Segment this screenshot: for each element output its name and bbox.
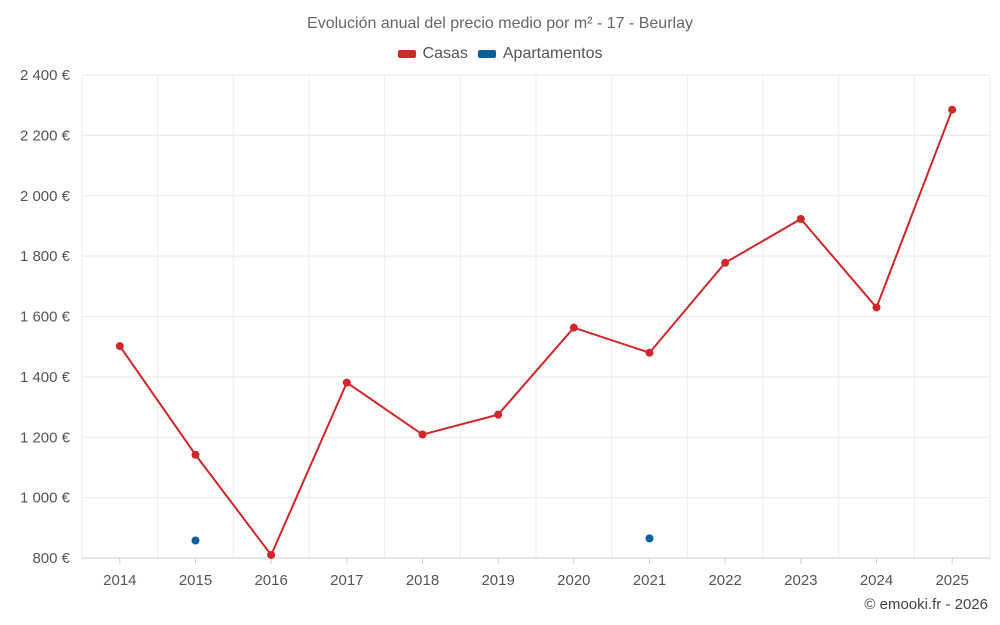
- x-tick-label: 2024: [860, 572, 893, 589]
- chart-title: Evolución anual del precio medio por m² …: [307, 15, 693, 32]
- x-tick-label: 2023: [784, 572, 817, 589]
- y-tick-label: 1 000 €: [20, 490, 71, 507]
- y-tick-label: 1 600 €: [20, 309, 71, 326]
- y-tick-label: 1 800 €: [20, 248, 71, 265]
- y-tick-label: 2 000 €: [20, 188, 71, 205]
- x-tick-label: 2020: [557, 572, 590, 589]
- legend-item-casas[interactable]: Casas: [397, 45, 468, 63]
- data-point-apartamentos: [191, 536, 200, 545]
- legend-swatch-apartamentos: [477, 50, 496, 58]
- y-tick-label: 2 200 €: [20, 127, 71, 144]
- data-point-casas: [115, 342, 124, 351]
- data-point-casas: [645, 348, 654, 357]
- chart-legend: Casas Apartamentos: [0, 45, 1000, 63]
- y-tick-label: 1 200 €: [20, 429, 71, 446]
- series-line-casas: [119, 109, 954, 556]
- data-point-casas: [191, 450, 200, 459]
- x-tick-label: 2017: [330, 572, 363, 589]
- data-point-casas: [569, 323, 578, 332]
- data-point-casas: [342, 378, 351, 387]
- x-tick-label: 2014: [103, 572, 136, 589]
- legend-swatch-casas: [397, 50, 416, 58]
- legend-label-apartamentos: Apartamentos: [502, 45, 603, 62]
- data-point-casas: [418, 430, 427, 439]
- x-tick-label: 2018: [406, 572, 439, 589]
- x-tick-label: 2025: [935, 572, 968, 589]
- legend-item-apartamentos[interactable]: Apartamentos: [477, 45, 603, 63]
- x-tick-label: 2022: [708, 572, 741, 589]
- data-point-casas: [267, 550, 276, 559]
- x-tick-label: 2021: [633, 572, 666, 589]
- x-tick-label: 2015: [179, 572, 212, 589]
- legend-label-casas: Casas: [422, 45, 468, 62]
- data-point-casas: [872, 303, 881, 312]
- x-tick-label: 2019: [481, 572, 514, 589]
- y-tick-label: 2 400 €: [20, 67, 71, 84]
- data-point-apartamentos: [645, 534, 654, 543]
- data-point-casas: [796, 214, 805, 223]
- data-point-casas: [948, 105, 957, 114]
- y-tick-label: 1 400 €: [20, 369, 71, 386]
- credit-text: © emooki.fr - 2026: [864, 596, 988, 613]
- y-tick-label: 800 €: [32, 550, 70, 567]
- data-point-casas: [494, 410, 503, 419]
- x-tick-label: 2016: [254, 572, 287, 589]
- data-point-casas: [721, 258, 730, 267]
